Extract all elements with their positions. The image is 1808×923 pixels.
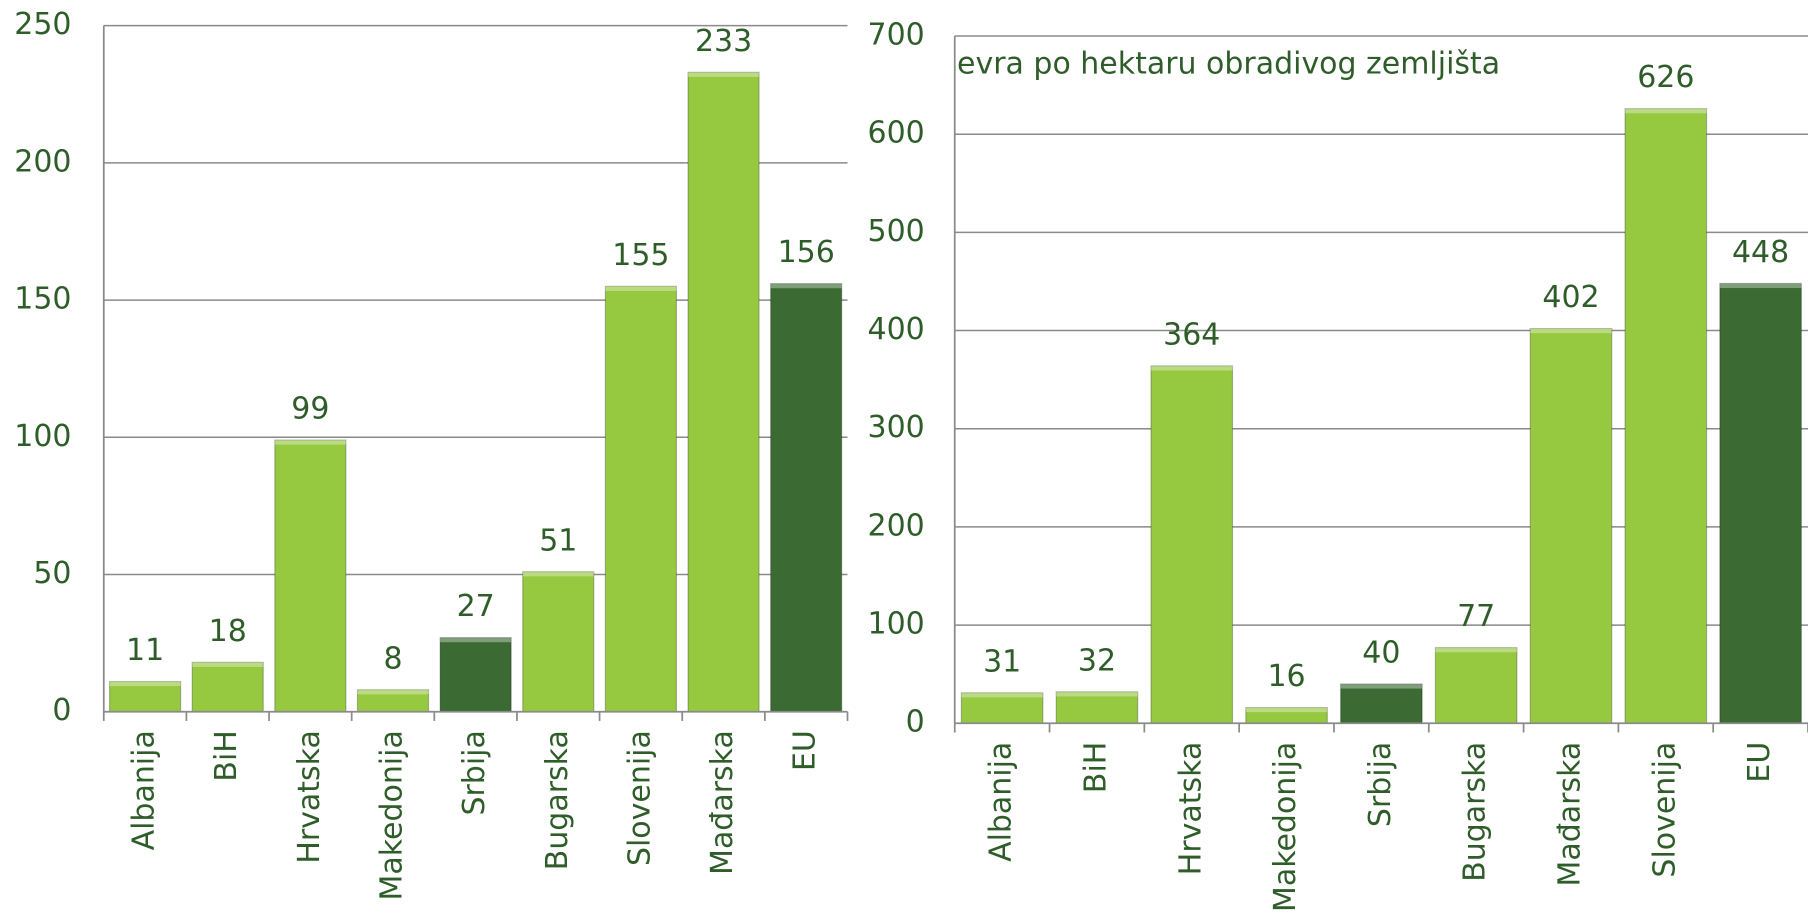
bar-highlight [770, 283, 842, 289]
bar-highlight [1435, 647, 1517, 653]
bar [1150, 365, 1234, 724]
bar [191, 661, 264, 713]
value-label: 364 [1163, 317, 1220, 352]
x-tick-label: Slovenija [1647, 742, 1682, 878]
x-tick-label: Bugarska [1458, 742, 1493, 882]
bar-highlight [357, 689, 429, 695]
x-tick-label: EU [1742, 742, 1777, 783]
x-tick-label: Slovenija [622, 730, 657, 866]
x-tick-label: Hrvatska [1173, 742, 1208, 876]
x-tick-label: Mađarska [705, 730, 740, 875]
y-tick-label: 250 [14, 7, 71, 42]
bar-highlight [522, 571, 594, 577]
bar [960, 692, 1044, 724]
value-label: 31 [983, 644, 1021, 679]
bar-highlight [1150, 365, 1233, 371]
bar [439, 637, 512, 713]
bar [1719, 282, 1802, 724]
bar-highlight [274, 440, 346, 445]
bar-highlight [961, 692, 1043, 698]
value-label: 32 [1078, 643, 1116, 678]
x-tick-label: Makedonija [1268, 742, 1303, 912]
bar [274, 439, 347, 713]
x-tick-label: EU [788, 730, 823, 771]
x-tick-label: BiH [209, 730, 244, 781]
y-tick-label: 100 [14, 419, 71, 454]
bar [604, 285, 678, 713]
bar-highlight [605, 286, 677, 291]
bar-highlight [688, 72, 760, 77]
bar-highlight [1056, 691, 1138, 697]
value-label: 77 [1457, 599, 1495, 634]
value-label: 16 [1267, 659, 1305, 694]
y-tick-label: 150 [14, 282, 71, 317]
x-tick-label: Mađarska [1552, 742, 1587, 887]
value-label: 99 [291, 392, 329, 427]
value-label: 233 [695, 24, 752, 59]
value-label: 448 [1732, 235, 1789, 270]
y-tick-label: 0 [52, 693, 71, 728]
value-label: 51 [539, 523, 577, 558]
y-tick-label: 600 [868, 116, 925, 151]
bar [1529, 328, 1613, 724]
x-tick-label: BiH [1078, 742, 1113, 793]
x-tick-label: Srbija [1363, 742, 1398, 827]
x-tick-label: Albanija [127, 730, 162, 850]
value-label: 11 [126, 633, 164, 668]
y-tick-label: 500 [868, 214, 925, 249]
x-tick-label: Makedonija [375, 730, 410, 900]
y-tick-label: 50 [33, 556, 71, 591]
annotation: evra po hektaru obradivog zemljišta [957, 46, 1500, 81]
y-tick-label: 100 [868, 607, 925, 642]
bar-highlight [1530, 328, 1612, 334]
value-label: 155 [612, 238, 669, 273]
bar [1055, 691, 1139, 724]
value-label: 27 [457, 589, 495, 624]
value-label: 626 [1637, 60, 1694, 95]
y-tick-label: 700 [868, 18, 925, 53]
bar-highlight [109, 681, 181, 687]
y-tick-label: 300 [868, 410, 925, 445]
value-label: 156 [778, 235, 835, 270]
y-tick-label: 200 [14, 144, 71, 179]
bar-highlight [1245, 707, 1328, 713]
bar [522, 571, 595, 713]
bar-highlight [192, 662, 264, 667]
value-label: 8 [383, 641, 402, 676]
y-tick-label: 400 [868, 312, 925, 347]
bar [687, 71, 760, 713]
bar [770, 283, 843, 713]
x-tick-label: Hrvatska [292, 730, 327, 864]
value-label: 40 [1362, 635, 1400, 670]
bar-highlight [1340, 683, 1423, 689]
y-tick-label: 200 [868, 508, 925, 543]
bar-highlight [1719, 283, 1802, 289]
y-tick-label: 0 [906, 705, 925, 740]
bar-highlight [440, 637, 512, 643]
value-label: 402 [1542, 280, 1599, 315]
value-label: 18 [209, 614, 247, 649]
x-tick-label: Albanija [984, 742, 1019, 862]
bar [1434, 647, 1518, 724]
x-tick-label: Bugarska [540, 730, 575, 870]
bar [1340, 683, 1423, 724]
bar [1624, 108, 1708, 724]
bar-highlight [1625, 108, 1707, 114]
bar [108, 680, 182, 713]
x-tick-label: Srbija [457, 730, 492, 815]
